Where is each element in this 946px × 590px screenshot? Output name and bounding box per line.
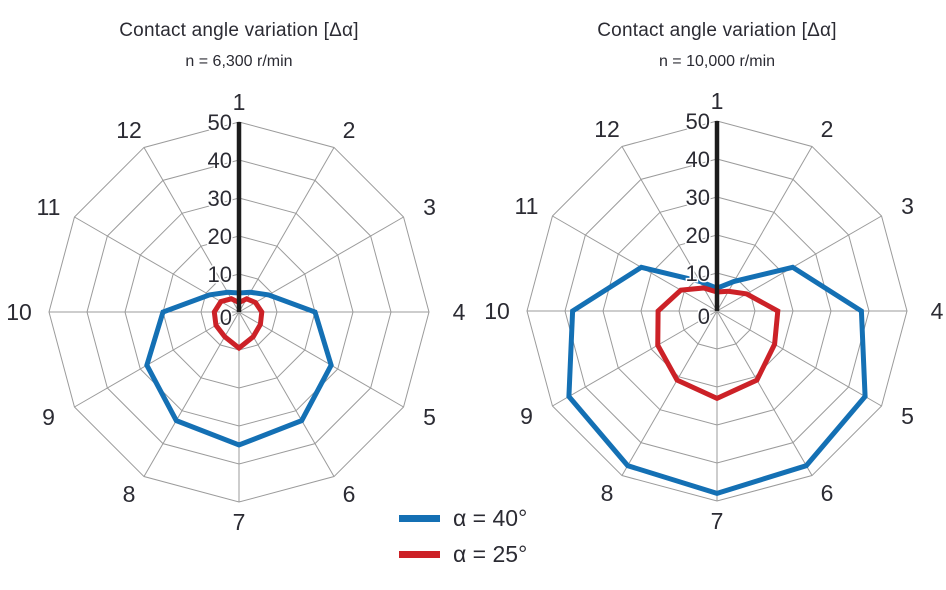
radial-tick-labels: 0 10 20 30 40 50 [206, 109, 233, 332]
grid-spoke-3 [238, 216, 404, 313]
grid-spoke-2 [238, 147, 335, 313]
tick-label-50: 50 [208, 110, 232, 135]
spoke-label-12: 12 [116, 117, 142, 143]
spoke-label-1: 1 [711, 88, 724, 114]
legend: α = 40° α = 25° [399, 503, 527, 569]
spoke-label-11: 11 [37, 194, 61, 220]
chart-title-left: Contact angle variation [Δα] [119, 20, 359, 41]
spoke-label-4: 4 [453, 299, 466, 325]
chart-head-right: Contact angle variation [Δα] n = 10,000 … [507, 20, 927, 71]
grid-spoke-6 [716, 310, 813, 476]
series-polygon-alpha-25 [655, 285, 781, 402]
spoke-label-7: 7 [711, 508, 724, 534]
spoke-label-9: 9 [520, 403, 533, 429]
legend-item-alpha-40: α = 40° [399, 503, 527, 533]
tick-label-40: 40 [208, 148, 232, 173]
tick-label-10: 10 [208, 262, 232, 287]
grid-spoke-8 [621, 310, 718, 476]
grid-spoke-5 [238, 311, 404, 408]
spoke-label-7: 7 [233, 509, 246, 535]
series-polygon-alpha-40 [144, 289, 334, 448]
chart-head-left: Contact angle variation [Δα] n = 6,300 r… [29, 20, 449, 71]
grid-spoke-12 [143, 147, 240, 313]
legend-item-alpha-25: α = 25° [399, 539, 527, 569]
grid-spoke-2 [716, 146, 813, 312]
spoke-label-1: 1 [233, 89, 246, 115]
grid-spoke-3 [716, 215, 882, 312]
legend-label-alpha-40: α = 40° [453, 504, 528, 531]
spoke-label-5: 5 [901, 403, 914, 429]
spoke-label-6: 6 [821, 480, 834, 506]
radial-tick-labels: 0 10 20 30 40 50 [684, 108, 711, 331]
spoke-label-10: 10 [6, 299, 32, 325]
grid-spoke-6 [238, 311, 335, 477]
grid-spoke-11 [552, 215, 718, 312]
spoke-label-3: 3 [423, 194, 436, 220]
spoke-label-8: 8 [123, 481, 136, 507]
spoke-label-2: 2 [343, 117, 356, 143]
spoke-label-2: 2 [821, 116, 834, 142]
grid-spoke-9 [552, 310, 718, 407]
legend-swatch-red-icon [399, 550, 440, 558]
series-polygon-alpha-25 [211, 296, 265, 352]
spoke-label-8: 8 [601, 480, 614, 506]
spoke-label-12: 12 [594, 116, 620, 142]
chart-subtitle-left: n = 6,300 r/min [185, 53, 293, 70]
spoke-label-5: 5 [423, 404, 436, 430]
legend-swatch-blue-icon [399, 514, 440, 522]
tick-label-20: 20 [686, 223, 710, 248]
tick-label-40: 40 [686, 147, 710, 172]
spoke-label-4: 4 [931, 298, 944, 324]
spoke-label-11: 11 [515, 193, 539, 219]
grid-spoke-8 [143, 311, 240, 477]
series-polygon-alpha-40 [566, 264, 868, 497]
tick-label-50: 50 [686, 109, 710, 134]
tick-label-20: 20 [208, 224, 232, 249]
spoke-label-9: 9 [42, 404, 55, 430]
grid-spoke-9 [74, 311, 240, 408]
grid-spoke-5 [716, 310, 882, 407]
spoke-label-3: 3 [901, 193, 914, 219]
tick-label-10: 10 [686, 261, 710, 286]
tick-label-0: 0 [698, 304, 710, 329]
tick-label-30: 30 [208, 186, 232, 211]
legend-label-alpha-25: α = 25° [453, 540, 528, 567]
tick-label-30: 30 [686, 185, 710, 210]
chart-title-right: Contact angle variation [Δα] [597, 20, 837, 41]
chart-subtitle-right: n = 10,000 r/min [658, 53, 776, 70]
tick-label-0: 0 [220, 305, 232, 330]
spoke-label-10: 10 [484, 298, 510, 324]
spoke-label-6: 6 [343, 481, 356, 507]
